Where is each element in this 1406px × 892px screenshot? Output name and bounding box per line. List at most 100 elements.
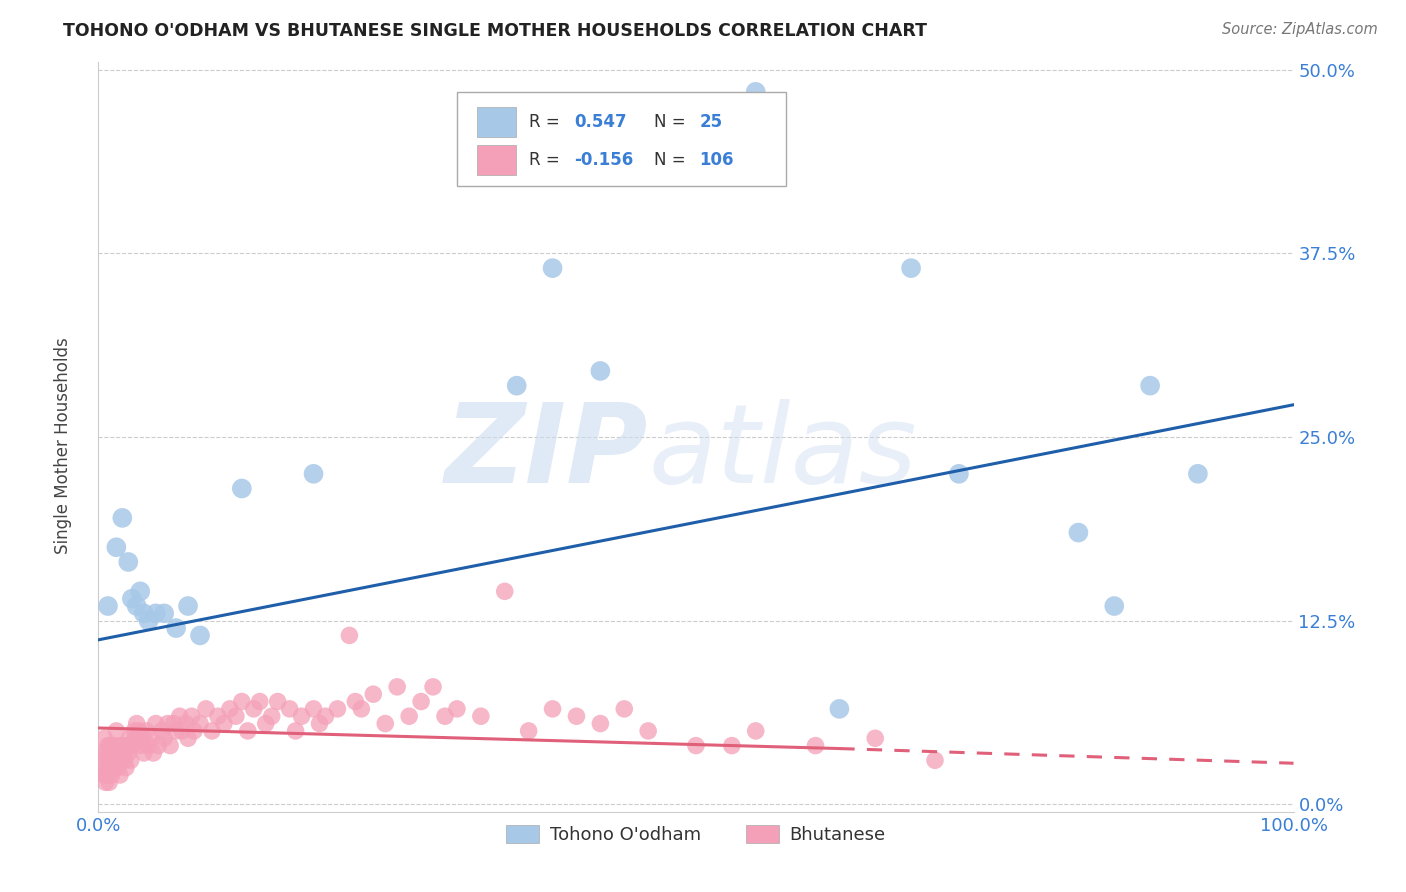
Point (1139, 378, 1161, 392)
Point (434, 709, 457, 723)
Point (107, 753, 129, 767)
Point (1187, 467, 1209, 481)
Point (177, 731, 200, 746)
Point (308, 716, 330, 731)
Point (96, 768, 118, 782)
Point (148, 739, 170, 753)
Point (100, 746, 122, 760)
Point (115, 761, 138, 775)
Text: TOHONO O'ODHAM VS BHUTANESE SINGLE MOTHER HOUSEHOLDS CORRELATION CHART: TOHONO O'ODHAM VS BHUTANESE SINGLE MOTHE… (63, 22, 928, 40)
Legend: Tohono O'odham, Bhutanese: Tohono O'odham, Bhutanese (499, 818, 893, 851)
Text: N =: N = (654, 151, 690, 169)
Point (326, 702, 349, 716)
Point (172, 723, 194, 738)
Point (97, 739, 120, 753)
Point (188, 628, 211, 642)
Point (145, 607, 167, 621)
Point (131, 731, 153, 746)
Point (900, 261, 922, 276)
Point (98, 761, 122, 775)
Point (541, 702, 564, 716)
Point (159, 739, 181, 753)
Point (124, 731, 146, 746)
Point (446, 702, 468, 716)
Point (207, 709, 229, 723)
Point (153, 731, 176, 746)
Point (267, 694, 290, 708)
Point (112, 739, 135, 753)
Point (219, 702, 242, 716)
Point (302, 702, 325, 716)
Point (138, 614, 160, 628)
Point (315, 709, 337, 723)
Point (494, 584, 516, 599)
Point (339, 628, 361, 642)
Point (589, 716, 612, 731)
Point (470, 709, 492, 723)
Point (91, 746, 114, 760)
Point (225, 709, 247, 723)
Point (132, 746, 155, 760)
Point (91, 761, 114, 775)
Point (422, 680, 444, 694)
FancyBboxPatch shape (477, 107, 516, 137)
Point (103, 739, 125, 753)
Point (201, 723, 224, 738)
Text: atlas: atlas (648, 399, 917, 506)
Point (132, 607, 155, 621)
Point (98, 739, 122, 753)
Point (745, 723, 768, 738)
Point (374, 716, 396, 731)
Point (613, 702, 636, 716)
Point (231, 482, 253, 496)
Point (828, 702, 851, 716)
Text: Single Mother Households: Single Mother Households (55, 338, 72, 554)
Point (174, 716, 197, 731)
Point (948, 467, 970, 481)
Point (385, 680, 409, 694)
Point (118, 731, 141, 746)
Point (115, 739, 138, 753)
Point (249, 694, 271, 708)
Point (150, 723, 173, 738)
Point (121, 739, 143, 753)
Point (110, 739, 132, 753)
Point (117, 555, 139, 569)
Point (153, 607, 176, 621)
Point (142, 746, 165, 760)
Point (169, 709, 191, 723)
Point (98, 753, 121, 767)
Text: R =: R = (529, 113, 565, 131)
Point (105, 541, 128, 555)
Point (721, 739, 744, 753)
Point (101, 753, 124, 767)
Point (138, 739, 160, 753)
Point (97, 761, 120, 775)
Point (98, 775, 121, 789)
Point (541, 261, 564, 276)
Text: 25: 25 (700, 113, 723, 131)
Point (111, 511, 134, 525)
Point (284, 723, 307, 738)
Point (97, 599, 120, 613)
Point (93, 731, 115, 746)
Point (128, 723, 150, 738)
Point (145, 716, 167, 731)
Point (93, 768, 115, 782)
Point (302, 467, 325, 481)
Text: N =: N = (654, 113, 690, 131)
FancyBboxPatch shape (477, 145, 516, 175)
Text: ZIP: ZIP (444, 399, 648, 506)
Point (124, 723, 146, 738)
Point (125, 599, 148, 613)
Point (637, 723, 659, 738)
Point (363, 687, 385, 701)
Point (195, 702, 218, 716)
Point (114, 753, 136, 767)
Point (685, 739, 707, 753)
Point (139, 731, 162, 746)
Point (129, 584, 152, 599)
Point (121, 591, 143, 606)
Point (236, 723, 259, 738)
Point (924, 753, 946, 767)
